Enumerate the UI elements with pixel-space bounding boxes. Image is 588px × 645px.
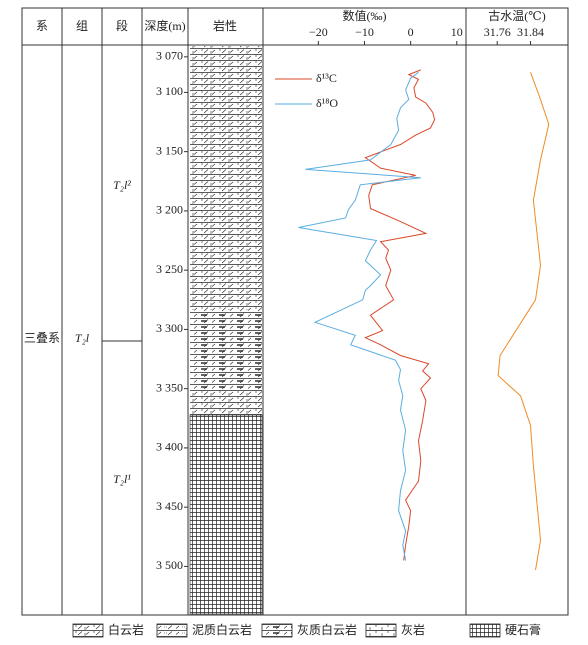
panel-title: 古水温(℃) <box>488 8 545 23</box>
legend-label: 灰质白云岩 <box>297 622 357 637</box>
y-tick-label: 3 350 <box>156 380 183 394</box>
legend-label: 灰岩 <box>401 622 425 637</box>
legend-label: 泥质白云岩 <box>192 622 252 637</box>
y-tick-label: 3 450 <box>156 499 183 513</box>
lithology-legend: 白云岩 泥质白云岩 灰质白云岩 灰岩 硬石膏 <box>72 622 541 638</box>
y-tick-label: 3 100 <box>156 84 183 98</box>
lithology-column <box>189 46 263 615</box>
x-tick-label: 10 <box>451 25 463 39</box>
y-tick-label: 3 400 <box>156 440 183 454</box>
header: 系 <box>36 19 48 33</box>
x-tick-label: −10 <box>355 25 374 39</box>
y-tick-label: 3 150 <box>156 143 183 157</box>
x-tick-label: 31.84 <box>517 25 544 39</box>
table-frame <box>21 7 569 616</box>
y-tick-label: 3 300 <box>156 321 183 335</box>
curve <box>497 72 550 571</box>
x-tick-label: 0 <box>408 25 414 39</box>
curve <box>364 69 436 561</box>
header: 岩性 <box>213 18 237 33</box>
curve <box>298 71 421 561</box>
member-label: T₂l² <box>113 178 131 192</box>
legend-label: 硬石膏 <box>505 622 541 637</box>
header: 段 <box>116 18 128 33</box>
x-tick-label: 31.76 <box>484 25 511 39</box>
header: 组 <box>76 19 88 33</box>
member-label: T₂l¹ <box>113 472 131 486</box>
system-label: 三叠系 <box>24 331 60 345</box>
formation-label: T₂l <box>75 331 90 345</box>
header: 深度(m) <box>144 18 185 33</box>
panel-title: 数值(‰) <box>343 8 387 23</box>
legend-label: 白云岩 <box>108 622 144 637</box>
legend-label: δ¹⁸O <box>316 96 338 110</box>
y-tick-label: 3 070 <box>156 49 183 63</box>
x-tick-label: −20 <box>309 25 328 39</box>
y-tick-label: 3 250 <box>156 262 183 276</box>
y-tick-label: 3 500 <box>156 558 183 572</box>
y-tick-label: 3 200 <box>156 203 183 217</box>
legend-label: δ¹³C <box>316 71 337 85</box>
